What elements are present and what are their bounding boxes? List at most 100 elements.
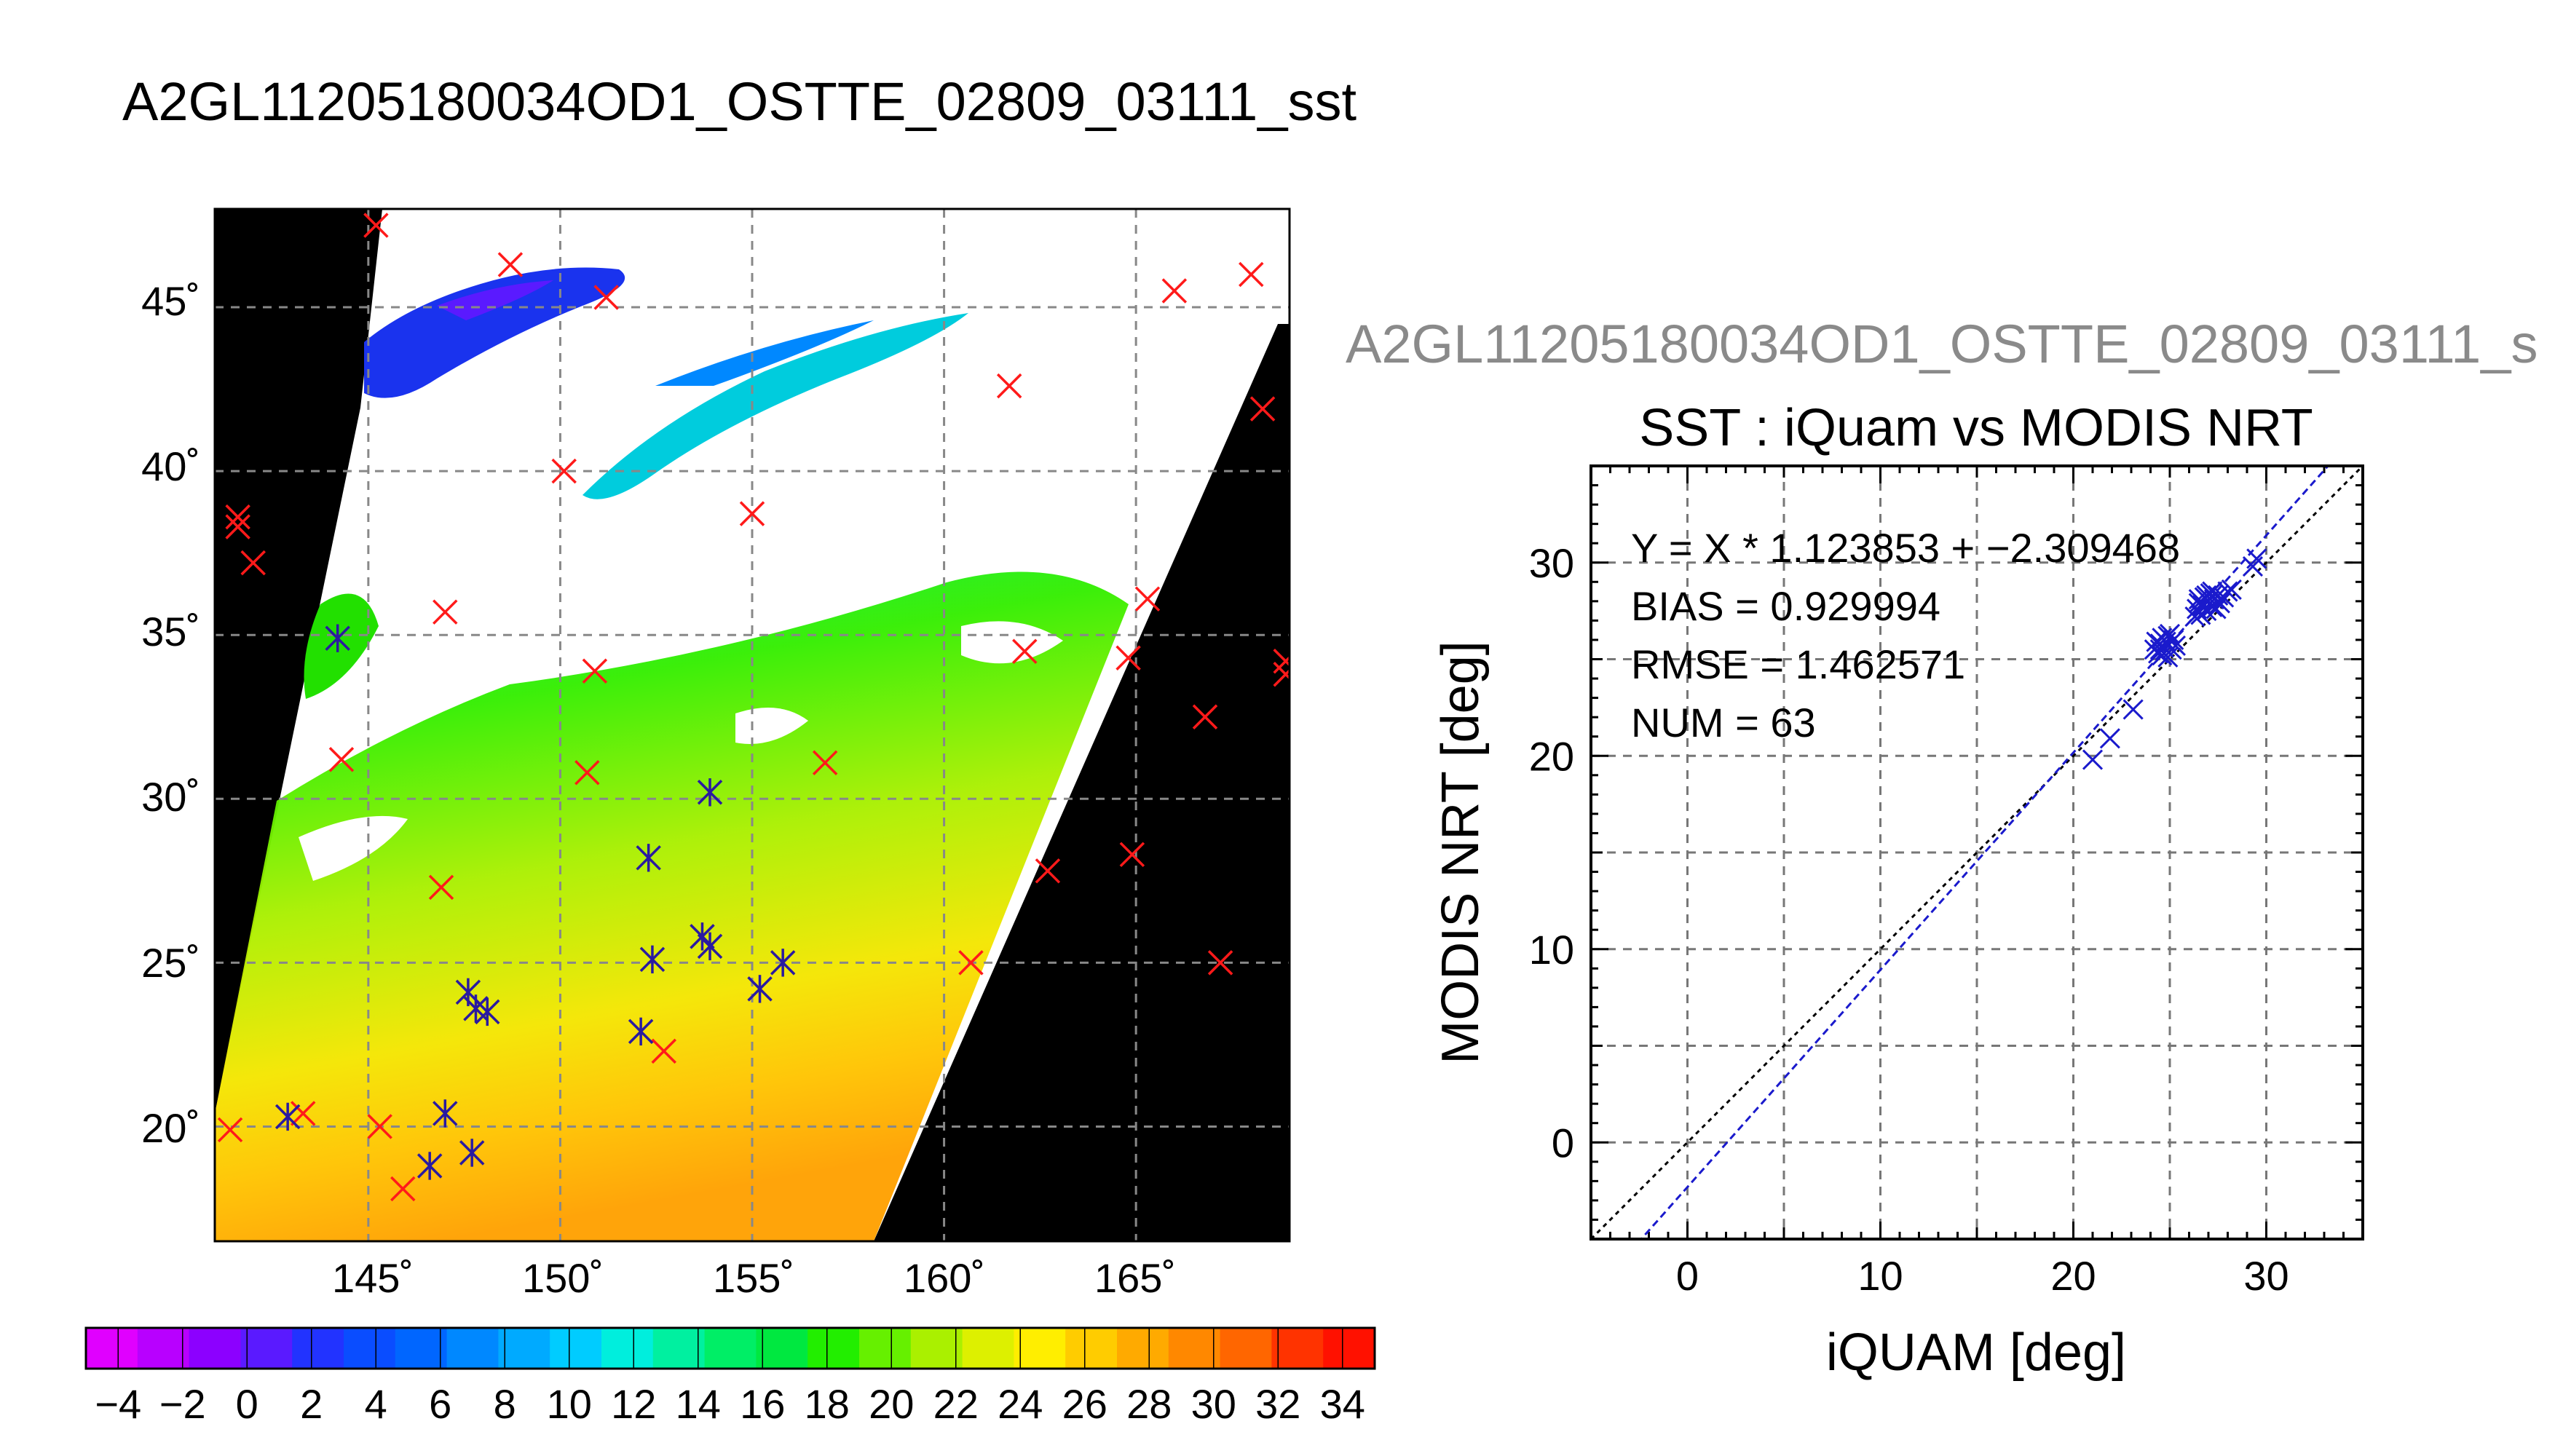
lat-tick-label: 45˚ <box>141 278 200 324</box>
red-x-marker <box>1035 858 1061 884</box>
red-x-marker <box>497 252 524 277</box>
scatter-grid <box>1591 466 2363 1239</box>
x-tick-label: 20 <box>2050 1253 2096 1299</box>
red-x-marker <box>651 1038 676 1064</box>
scatter-point <box>2202 581 2223 602</box>
colorbar-segments <box>86 1328 1375 1369</box>
lon-tick-label: 150˚ <box>522 1255 604 1301</box>
colorbar-segment <box>1117 1328 1169 1369</box>
colorbar-segment <box>1065 1328 1118 1369</box>
scatter-plot: SST : iQuam vs MODIS NRT 0 10 20 30 0 10 20 30… <box>1431 399 2364 1382</box>
x-tick-label: 10 <box>1857 1253 1903 1299</box>
scatter-point <box>2242 555 2264 577</box>
map-title: A2GL11205180034OD1_OSTTE_02809_03111_sst <box>122 71 1357 132</box>
colorbar-segment <box>859 1328 912 1369</box>
red-x-marker <box>1239 261 1264 288</box>
sst-warm-band <box>215 571 1129 1241</box>
y-axis-label: MODIS NRT [deg] <box>1431 641 1490 1064</box>
scatter-point <box>2159 623 2181 645</box>
x-tick-label: 30 <box>2243 1253 2289 1299</box>
colorbar-segment <box>550 1328 602 1369</box>
colorbar: −4 −2 0 2 4 6 8 10 12 14 16 18 20 22 24 26 28 30 32 34 <box>84 1326 1376 1427</box>
map-grid <box>215 209 1290 1241</box>
blue-star-marker <box>697 778 723 807</box>
blue-star-marker <box>275 1102 301 1131</box>
scatter-point <box>2188 589 2209 610</box>
red-x-marker <box>1273 648 1290 674</box>
num-value: NUM = 63 <box>1631 700 1816 745</box>
scatter-point <box>2184 606 2205 628</box>
colorbar-segment <box>344 1328 396 1369</box>
lon-tick-label: 165˚ <box>1094 1255 1176 1301</box>
red-x-marker <box>367 1114 392 1139</box>
colorbar-segment <box>1271 1328 1324 1369</box>
colorbar-segment <box>704 1328 757 1369</box>
map-markers-red <box>217 213 1290 1202</box>
map-frame <box>213 207 1291 1243</box>
colorbar-segment <box>1220 1328 1272 1369</box>
y-tick-label: 10 <box>1529 927 1574 973</box>
red-x-marker <box>551 458 577 484</box>
red-x-marker <box>217 1117 243 1143</box>
sst-cold-core <box>437 280 553 320</box>
colorbar-label: 26 <box>1062 1381 1107 1427</box>
colorbar-segment <box>240 1328 293 1369</box>
colorbar-label: 32 <box>1255 1381 1300 1427</box>
sst-cloud-gap-2 <box>735 708 808 744</box>
red-x-marker <box>240 550 266 576</box>
red-x-marker <box>582 658 608 684</box>
rmse-value: RMSE = 1.462571 <box>1631 641 1965 687</box>
map-markers-blue <box>275 624 796 1180</box>
red-x-marker <box>433 599 458 625</box>
blue-star-marker <box>325 624 350 652</box>
scatter-frame <box>1590 464 2364 1241</box>
lon-tick-label: 155˚ <box>713 1255 794 1301</box>
red-x-marker <box>363 213 389 238</box>
scatter-point <box>2246 548 2267 569</box>
blue-star-marker <box>416 1152 443 1180</box>
red-x-marker <box>1119 842 1145 868</box>
red-x-marker <box>390 1176 416 1202</box>
colorbar-label: 2 <box>300 1381 323 1427</box>
sst-cloud-gap-3 <box>961 621 1063 664</box>
colorbar-label: 8 <box>494 1381 516 1427</box>
y-tick-label: 0 <box>1552 1120 1574 1166</box>
colorbar-segment <box>1323 1328 1375 1369</box>
lat-tick-label: 40˚ <box>141 443 200 489</box>
sst-cold-patch <box>364 267 625 398</box>
red-x-marker <box>1249 396 1276 422</box>
red-x-marker <box>225 514 250 539</box>
lon-tick-label: 160˚ <box>904 1255 985 1301</box>
red-x-marker <box>1012 638 1038 664</box>
blue-star-marker <box>747 975 773 1003</box>
colorbar-segment <box>1014 1328 1066 1369</box>
y-tick-labels: 0 10 20 30 <box>1529 540 1574 1166</box>
colorbar-segment <box>395 1328 448 1369</box>
colorbar-segment <box>756 1328 808 1369</box>
colorbar-label: 12 <box>611 1381 656 1427</box>
red-x-marker <box>1115 645 1141 670</box>
colorbar-segment <box>1168 1328 1221 1369</box>
scatter-point <box>2209 593 2230 614</box>
blue-star-marker <box>636 844 661 872</box>
scatter-point <box>2082 749 2104 770</box>
red-x-marker <box>593 285 619 310</box>
colorbar-segment <box>292 1328 344 1369</box>
colorbar-segment <box>498 1328 550 1369</box>
x-tick-label: 0 <box>1676 1253 1699 1299</box>
colorbar-segment <box>652 1328 706 1369</box>
stats-annotations: Y = X * 1.123853 + −2.309468 BIAS = 0.92… <box>1631 525 2180 745</box>
scatter-point <box>2152 645 2173 666</box>
red-x-marker <box>1207 950 1233 976</box>
red-x-marker <box>225 504 250 530</box>
scatter-point <box>2149 639 2171 660</box>
red-x-marker <box>996 373 1022 399</box>
lat-tick-label: 25˚ <box>141 940 200 986</box>
colorbar-frame <box>84 1326 1376 1370</box>
x-tick-labels: 0 10 20 30 <box>1676 1253 2289 1299</box>
red-x-marker <box>574 760 600 786</box>
lon-tick-labels: 145˚ 150˚ 155˚ 160˚ 165˚ <box>332 1255 1176 1301</box>
sst-cloud-gap <box>299 815 408 881</box>
red-x-marker <box>1192 704 1218 729</box>
